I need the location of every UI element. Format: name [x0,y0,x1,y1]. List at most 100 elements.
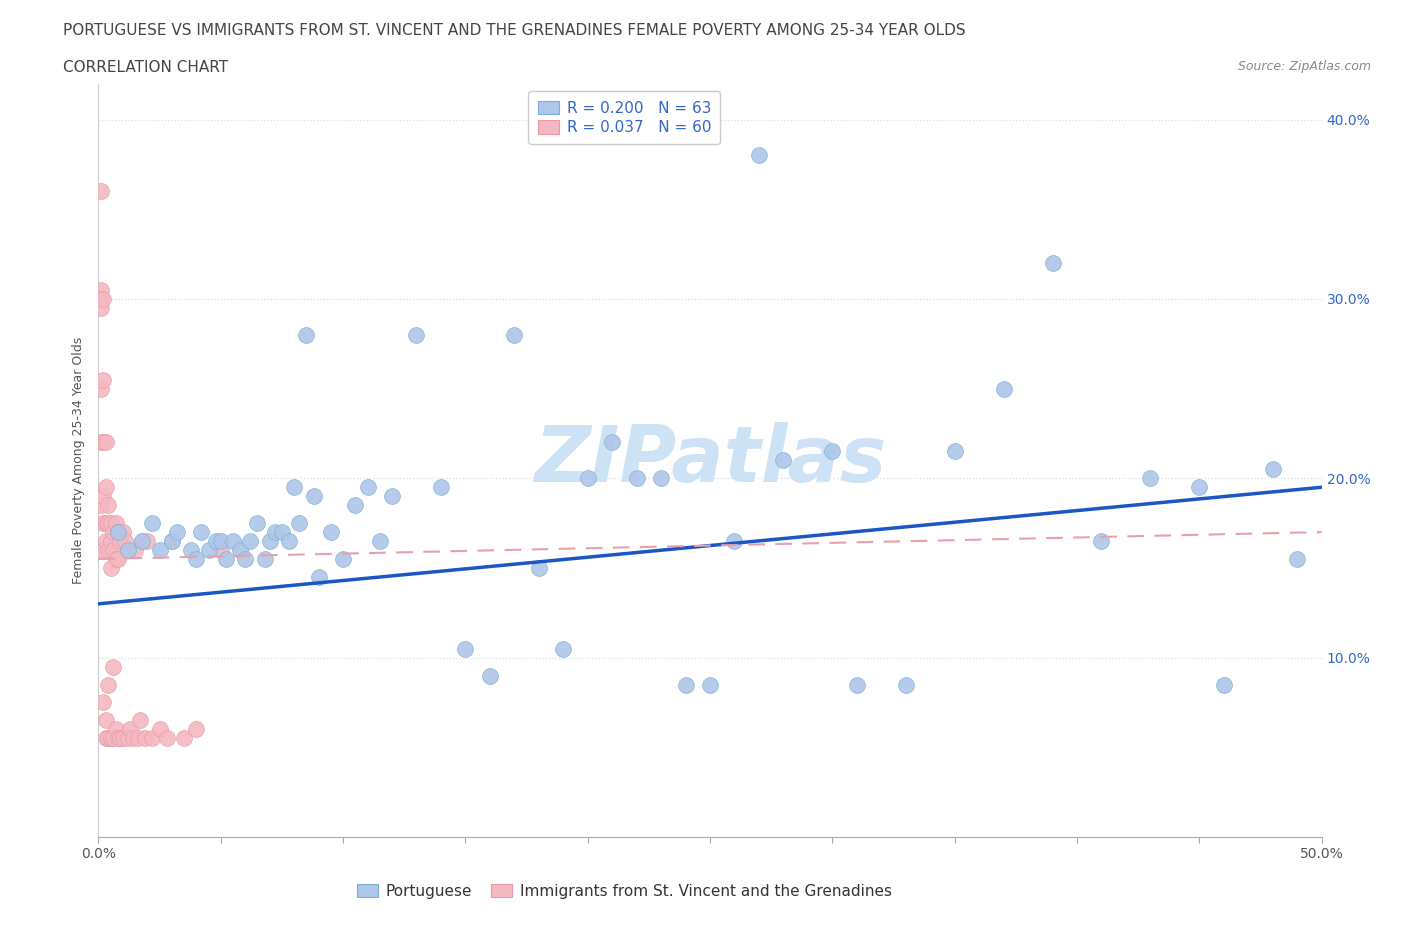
Point [117,731,139,746]
Point [97,498,120,512]
Point [90,381,112,396]
Point [91,489,114,504]
Point [173,731,195,746]
Point [186,551,208,566]
Point [114,534,136,549]
Point [748,148,770,163]
Point [650,471,672,485]
Point [94,731,117,746]
Point [149,542,172,557]
Point [94,713,117,728]
Point [1212,677,1234,692]
Point [600,435,623,450]
Point [100,534,122,549]
Point [107,731,129,746]
Text: Source: ZipAtlas.com: Source: ZipAtlas.com [1237,60,1371,73]
Point [699,677,721,692]
Point [94,435,117,450]
Point [100,515,122,530]
Point [675,677,697,692]
Point [160,534,183,549]
Point [186,722,208,737]
Point [90,300,112,315]
Point [94,480,117,495]
Point [97,731,120,746]
Point [160,534,183,549]
Point [993,381,1015,396]
Text: PORTUGUESE VS IMMIGRANTS FROM ST. VINCENT AND THE GRENADINES FEMALE POVERTY AMON: PORTUGUESE VS IMMIGRANTS FROM ST. VINCEN… [63,23,966,38]
Point [104,515,127,530]
Point [101,525,124,539]
Point [253,551,276,566]
Point [121,731,143,746]
Point [576,471,599,485]
Legend: Portuguese, Immigrants from St. Vincent and the Grenadines: Portuguese, Immigrants from St. Vincent … [352,877,898,905]
Point [104,551,127,566]
Point [259,534,281,549]
Point [110,731,132,746]
Point [111,731,134,746]
Point [344,498,367,512]
Point [197,542,219,557]
Point [1090,534,1112,549]
Point [430,480,453,495]
Point [91,542,114,557]
Point [295,327,318,342]
Point [222,534,245,549]
Point [894,677,917,692]
Point [100,561,122,576]
Point [90,498,112,512]
Point [90,291,112,306]
Point [107,525,129,539]
Point [107,551,129,566]
Point [180,542,202,557]
Point [283,480,305,495]
Point [190,525,212,539]
Point [97,677,120,692]
Point [405,327,427,342]
Point [91,695,114,710]
Point [104,722,127,737]
Point [1042,256,1064,271]
Point [239,534,262,549]
Point [100,731,122,746]
Point [288,515,311,530]
Point [129,713,152,728]
Point [368,534,391,549]
Point [101,542,124,557]
Point [110,534,132,549]
Point [205,534,228,549]
Point [845,677,868,692]
Point [91,435,114,450]
Point [97,515,120,530]
Point [97,542,120,557]
Point [1286,551,1309,566]
Point [149,722,172,737]
Point [1261,462,1284,477]
Point [101,659,124,674]
Point [263,525,285,539]
Point [91,515,114,530]
Point [246,515,269,530]
Point [209,534,232,549]
Point [308,569,330,584]
Point [90,184,112,199]
Point [131,534,153,549]
Point [553,642,575,657]
Point [821,444,844,458]
Point [723,534,745,549]
Point [141,515,163,530]
Point [111,525,134,539]
Point [229,542,252,557]
Point [136,534,159,549]
Point [131,534,153,549]
Point [1188,480,1211,495]
Point [94,534,117,549]
Point [90,435,112,450]
Point [120,722,142,737]
Point [94,515,117,530]
Point [233,551,256,566]
Point [503,327,526,342]
Y-axis label: Female Poverty Among 25-34 Year Olds: Female Poverty Among 25-34 Year Olds [72,337,86,584]
Point [270,525,294,539]
